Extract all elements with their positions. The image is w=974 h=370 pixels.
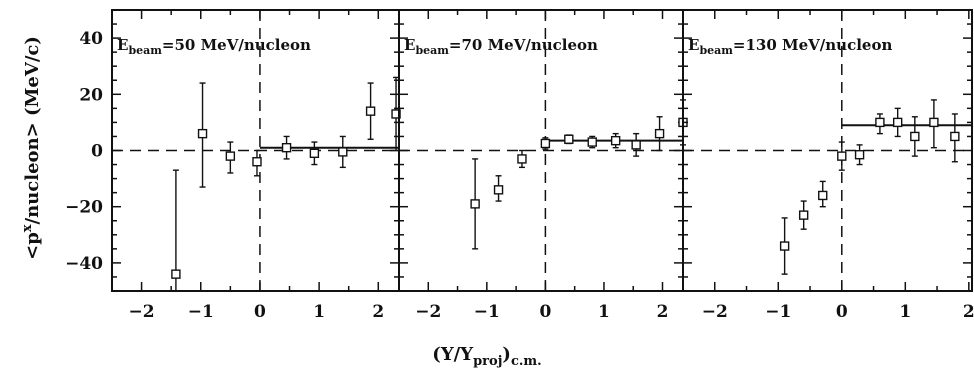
panel-label-sub: beam [128, 44, 162, 57]
panel-label-post: =70 MeV/nucleon [449, 36, 598, 54]
data-point [517, 154, 527, 164]
panel-1: −2 −1 0 1 2 Ebeam=50 MeV/nucleon [111, 9, 401, 322]
y-axis-title-sup: x [20, 224, 35, 232]
x-tick-label: −2 [702, 302, 728, 322]
data-point [892, 117, 903, 128]
x-tick-label: 1 [313, 302, 325, 322]
panel-label: Ebeam=50 MeV/nucleon [117, 36, 311, 57]
data-point [854, 150, 865, 160]
panel-label: Ebeam=70 MeV/nucleon [404, 36, 598, 57]
panel-label-pre: E [117, 36, 128, 54]
x-axis-title-sub2: c.m. [511, 354, 542, 369]
data-point [493, 185, 504, 195]
data-point [225, 151, 236, 161]
data-point [365, 106, 376, 116]
data-point [818, 190, 828, 201]
data-point [929, 117, 939, 128]
x-tick-label: 0 [254, 302, 266, 322]
data-point [779, 241, 790, 251]
x-axis-title-pre: (Y/Y [432, 344, 474, 365]
panel-3: −2 −1 0 1 2 Ebeam=130 MeV/nucleon [682, 9, 974, 322]
x-axis-title-sub1: proj [473, 354, 502, 369]
y-tick-label: 40 [79, 29, 103, 49]
data-point [610, 135, 621, 146]
x-tick-label: 2 [372, 302, 384, 322]
x-tick-label: 2 [657, 302, 669, 322]
x-tick-label: 2 [963, 302, 974, 322]
x-tick-label: 1 [598, 302, 610, 322]
y-tick-label: −20 [65, 198, 103, 218]
data-point [564, 134, 574, 144]
data-point [281, 142, 292, 153]
x-tick-label: 0 [836, 302, 848, 322]
y-axis-title-pre: <p [22, 232, 43, 260]
data-point [309, 148, 320, 159]
y-tick-label: −40 [65, 254, 103, 274]
data-point [837, 151, 847, 161]
data-point [197, 128, 208, 139]
panel-label-sub: beam [699, 44, 733, 57]
panel-2: −2 −1 0 1 2 Ebeam=70 MeV/nucleon [398, 9, 688, 322]
x-tick-label: −1 [765, 302, 791, 322]
data-point [171, 269, 181, 279]
y-tick-label: 0 [91, 142, 103, 162]
panel-label-pre: E [688, 36, 699, 54]
data-point [391, 109, 401, 119]
panel-label-post: =50 MeV/nucleon [162, 36, 311, 54]
data-point [338, 147, 348, 157]
x-tick-label: 0 [539, 302, 551, 322]
data-point [950, 131, 960, 142]
x-axis-title: (Y/Yproj)c.m. [432, 344, 541, 369]
data-point [910, 131, 920, 142]
data-point [654, 128, 665, 139]
x-tick-label: 1 [899, 302, 911, 322]
x-tick-label: −2 [415, 302, 441, 322]
x-axis-title-mid: ) [502, 344, 511, 365]
data-point [540, 138, 551, 149]
data-point [470, 199, 480, 209]
x-tick-label: −2 [129, 302, 155, 322]
data-point [875, 117, 885, 128]
panel-label-sub: beam [415, 44, 449, 57]
data-point [587, 137, 597, 147]
panel-label: Ebeam=130 MeV/nucleon [688, 36, 892, 57]
y-axis: 40 20 0 −20 −40 [65, 29, 103, 274]
data-point [252, 157, 262, 167]
y-axis-title-post: /nucleon> (MeV/c) [22, 36, 43, 224]
x-tick-label: −1 [474, 302, 500, 322]
data-point [631, 140, 641, 150]
y-axis-title: <px/nucleon> (MeV/c) [20, 36, 43, 260]
x-tick-label: −1 [188, 302, 214, 322]
y-tick-label: 20 [79, 85, 103, 105]
panel-label-post: =130 MeV/nucleon [733, 36, 893, 54]
panel-label-pre: E [404, 36, 415, 54]
data-point [798, 210, 809, 220]
